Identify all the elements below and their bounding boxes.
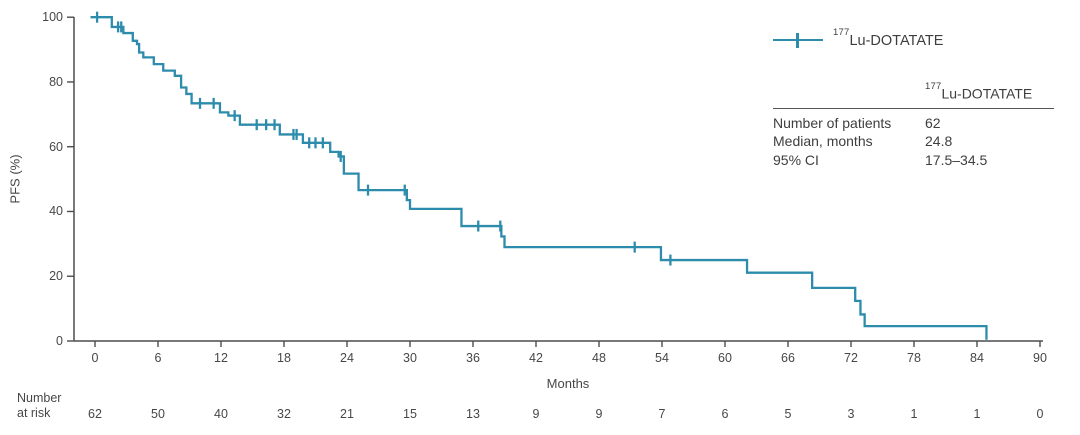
x-tick-label: 12: [214, 351, 228, 365]
y-tick-label: 20: [49, 269, 63, 284]
stats-table-header: 177Lu-DOTATATE: [925, 81, 1054, 108]
y-tick-label: 100: [42, 10, 63, 25]
x-axis-title: Months: [546, 376, 590, 391]
stats-row-median-label: Median, months: [773, 133, 873, 150]
at-risk-count: 6: [721, 407, 729, 421]
x-tick-label: 48: [592, 351, 606, 365]
stats-header-isotope-superscript: 177: [925, 80, 942, 92]
at-risk-count: 1: [973, 407, 981, 421]
stats-table-rule: [773, 107, 1054, 109]
at-risk-count: 32: [277, 407, 291, 421]
stats-row-median-value: 24.8: [925, 133, 953, 150]
at-risk-count: 62: [88, 407, 102, 421]
legend: 177Lu-DOTATATE: [773, 27, 943, 53]
y-tick-label: 80: [49, 74, 63, 89]
y-axis-title: PFS (%): [7, 154, 23, 204]
stats-row-median: Median, months 24.8: [773, 132, 1054, 151]
x-tick-label: 78: [907, 351, 921, 365]
x-tick-label: 54: [655, 351, 669, 365]
x-tick-label: 66: [781, 351, 795, 365]
at-risk-count: 9: [595, 407, 603, 421]
number-at-risk-label-line2: at risk: [17, 406, 51, 420]
at-risk-count: 5: [784, 407, 792, 421]
number-at-risk-label-line1: Number: [17, 391, 62, 405]
at-risk-count: 21: [340, 407, 354, 421]
x-tick-label: 42: [529, 351, 543, 365]
at-risk-count: 15: [403, 407, 417, 421]
x-tick-label: 30: [403, 351, 417, 365]
x-tick-label: 60: [718, 351, 732, 365]
x-tick-label: 36: [466, 351, 480, 365]
legend-isotope-superscript: 177: [833, 26, 850, 38]
number-at-risk-label: Number at risk: [17, 391, 61, 421]
legend-line-marker-icon: [773, 32, 823, 48]
y-tick-label: 60: [49, 139, 63, 154]
y-tick-label: 40: [49, 204, 63, 219]
stats-row-patients-label: Number of patients: [773, 114, 892, 131]
at-risk-count: 7: [658, 407, 666, 421]
x-tick-label: 0: [91, 351, 99, 365]
x-tick-label: 24: [340, 351, 354, 365]
stats-row-patients-value: 62: [925, 114, 941, 131]
y-tick-label: 0: [56, 334, 63, 348]
x-tick-label: 84: [970, 351, 984, 365]
x-tick-label: 18: [277, 351, 291, 365]
stats-header-text: Lu-DOTATATE: [941, 85, 1033, 102]
at-risk-count: 1: [910, 407, 918, 421]
x-tick-label: 90: [1033, 351, 1047, 365]
stats-row-ci-value: 17.5–34.5: [925, 151, 988, 168]
at-risk-count: 50: [151, 407, 165, 421]
stats-table: 177Lu-DOTATATE Number of patients 62 Med…: [773, 81, 1054, 170]
at-risk-count: 3: [847, 407, 855, 421]
legend-label-text: Lu-DOTATATE: [849, 32, 944, 49]
stats-row-ci: 95% CI 17.5–34.5: [773, 151, 1054, 170]
at-risk-count: 9: [532, 407, 540, 421]
at-risk-count: 0: [1036, 407, 1044, 421]
at-risk-count: 13: [466, 407, 480, 421]
stats-row-patients: Number of patients 62: [773, 114, 1054, 133]
km-curve: [90, 16, 988, 340]
x-tick-label: 72: [844, 351, 858, 365]
x-tick-label: 6: [154, 351, 162, 365]
stats-row-ci-label: 95% CI: [773, 151, 819, 168]
legend-label: 177Lu-DOTATATE: [833, 27, 944, 49]
legend-censor-tick-icon: [796, 32, 799, 48]
at-risk-count: 40: [214, 407, 228, 421]
